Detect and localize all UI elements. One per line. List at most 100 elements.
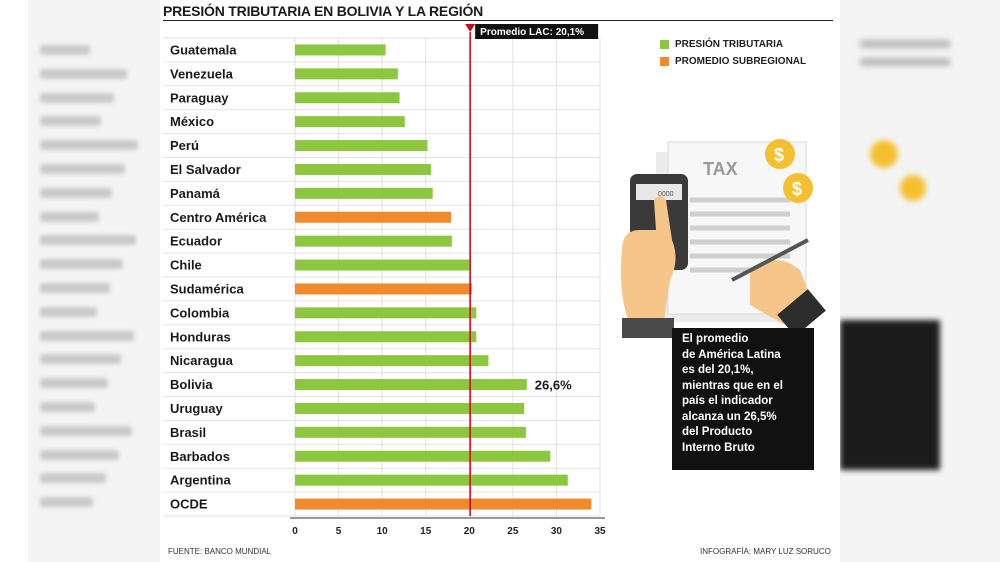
blurred-row [40,402,95,412]
bar-country [295,355,489,367]
sleeve-left [622,318,674,338]
bar-country [295,474,568,486]
category-label: Chile [170,258,202,273]
tax-label: TAX [703,159,738,179]
bar-country [295,140,428,152]
x-tick-label: 15 [420,526,432,537]
bar-country [295,235,452,247]
blurred-row [40,259,123,270]
coin-icon [783,173,813,203]
document-lines [690,197,790,273]
category-label: Bolivia [170,377,213,392]
category-label: Guatemala [170,42,237,57]
category-label: Panamá [170,186,221,201]
legend-label: PRESIÓN TRIBUTARIA [675,39,784,50]
hand-left-icon [620,196,676,320]
legend-label: PROMEDIO SUBREGIONAL [675,56,807,67]
category-label: Brasil [170,425,206,440]
blurred-row [40,449,119,460]
blurred-row [40,45,90,55]
category-label: Barbados [170,449,230,464]
legend-item-tax-pressure: PRESIÓN TRIBUTARIA [660,36,806,53]
blurred-row [40,68,127,79]
bar-country [295,426,526,438]
blurred-row [40,378,108,389]
x-tick-label: 35 [594,526,606,537]
x-tick-label: 25 [507,526,519,537]
blurred-row [40,187,112,198]
blurred-row [40,235,136,246]
bar-country [295,116,405,128]
category-label: Centro América [170,210,267,225]
blurred-row [40,164,125,174]
reference-label: Promedio LAC: 20,1% [480,27,584,38]
bar-subregional [295,211,451,223]
sleeve-right [777,289,826,337]
blurred-row [40,283,110,293]
category-label: Perú [170,138,199,153]
blurred-row [40,116,101,127]
category-label: Ecuador [170,234,222,249]
phone-screen [636,184,682,200]
bar-country [295,331,477,343]
x-tick-label: 10 [377,526,389,537]
source-note: FUENTE: BANCO MUNDIAL [168,547,272,556]
bar-subregional [295,283,472,295]
bar-country [295,92,400,104]
blurred-row [40,425,132,436]
bar-country [295,68,398,80]
blurred-row [40,354,121,365]
title-rule [163,20,833,21]
bar-country [295,44,386,56]
bar-country [295,163,431,175]
category-label: Honduras [170,329,231,344]
bar-subregional [295,498,592,510]
chart-title: PRESIÓN TRIBUTARIA EN BOLIVIA Y LA REGIÓ… [163,3,484,19]
x-tick-label: 20 [464,526,476,537]
category-label: Uruguay [170,401,224,416]
bar-country [295,187,433,199]
bar-country [295,379,527,391]
category-label: OCDE [170,497,208,512]
x-tick-label: 30 [551,526,563,537]
legend-swatch-green [660,40,669,49]
reference-marker-icon [465,24,476,32]
legend-swatch-orange [660,57,669,66]
credit-note: INFOGRAFÍA: MARY LUZ SORUCO [700,547,831,556]
bar-country [295,450,551,462]
category-label: Venezuela [170,66,234,81]
bar-country [295,259,470,271]
bar-country [295,402,525,414]
legend: PRESIÓN TRIBUTARIA PROMEDIO SUBREGIONAL [660,36,806,70]
category-label: Colombia [170,305,230,320]
callout-box: El promedio de América Latina es del 20,… [672,328,814,470]
coin-icon [765,139,795,169]
category-label: México [170,114,214,129]
legend-item-subregional: PROMEDIO SUBREGIONAL [660,53,806,70]
x-tick-label: 0 [292,526,298,537]
x-tick-label: 5 [336,526,342,537]
reference-label-box [475,24,599,39]
phone-display: 0000 [658,191,674,198]
category-label: El Salvador [170,162,241,177]
coin-symbol: $ [792,179,802,199]
category-label: Nicaragua [170,353,234,368]
blurred-row [40,140,138,151]
category-label: Sudamérica [170,281,244,296]
blurred-right-panel [840,0,1000,562]
blurred-row [40,330,134,341]
callout-text: El promedio de América Latina es del 20,… [682,333,783,454]
blurred-row [40,306,97,317]
blurred-row [40,92,114,103]
left-edge [0,0,28,562]
blurred-row [40,497,93,508]
pen-icon [731,238,809,282]
blurred-row [40,211,99,222]
tax-illustration: TAX $ $ 0000 [620,139,826,338]
coin-symbol: $ [774,145,784,165]
bar-country [295,307,477,319]
category-label: Paraguay [170,90,229,105]
category-label: Argentina [170,473,231,488]
data-label: 26,6% [535,378,572,393]
